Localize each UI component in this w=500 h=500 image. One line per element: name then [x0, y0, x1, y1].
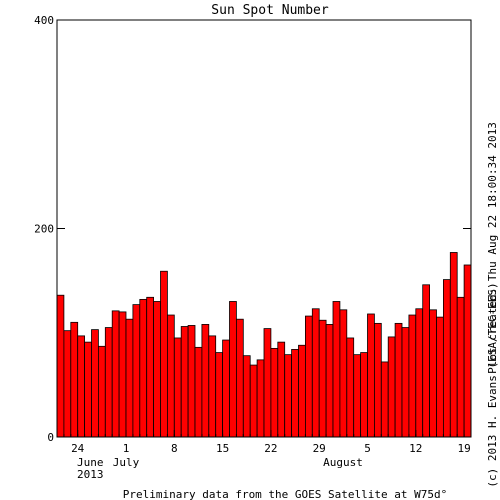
- bar: [215, 352, 223, 438]
- footer: Preliminary data from the GOES Satellite…: [123, 488, 448, 500]
- x-tick-label: 24: [71, 442, 85, 455]
- bar: [263, 328, 272, 438]
- bar: [153, 301, 161, 438]
- bar: [367, 313, 375, 438]
- x-tick-label: 5: [364, 442, 371, 455]
- bar: [311, 308, 320, 438]
- chart-title: Sun Spot Number: [211, 3, 329, 18]
- bar: [98, 345, 106, 438]
- bar: [339, 309, 348, 438]
- x-tick-label: 29: [313, 442, 326, 455]
- bar: [77, 335, 85, 438]
- bar: [173, 337, 182, 438]
- bar: [387, 336, 396, 438]
- bar: [91, 329, 99, 438]
- bar: [166, 314, 175, 438]
- bar: [201, 324, 210, 438]
- bar: [325, 324, 334, 438]
- bar: [56, 294, 65, 438]
- x-tick-label: 8: [171, 442, 178, 455]
- x-tick-label: 1: [123, 442, 130, 455]
- copyright: (c) 2013 H. Evans (ESA/TEC-EES): [486, 282, 499, 487]
- bar: [139, 298, 148, 438]
- bar: [332, 301, 341, 438]
- bar: [373, 322, 382, 438]
- bar: [70, 321, 79, 438]
- bar: [298, 344, 306, 438]
- bar: [132, 304, 141, 438]
- month-label: August: [323, 456, 363, 469]
- bar: [436, 316, 444, 438]
- bar: [360, 352, 368, 438]
- bar: [146, 296, 154, 438]
- bar: [394, 322, 403, 438]
- x-tick-label: 15: [216, 442, 229, 455]
- bar: [408, 314, 417, 438]
- bar: [277, 341, 286, 438]
- bar: [401, 327, 410, 438]
- bar: [242, 355, 251, 438]
- bar: [125, 318, 134, 438]
- bar: [256, 359, 265, 438]
- bar: [229, 301, 237, 438]
- bar: [346, 337, 355, 438]
- bar: [249, 364, 258, 438]
- y-tick-label: 0: [47, 431, 54, 444]
- year-label: 2013: [77, 468, 104, 481]
- bar: [291, 349, 299, 438]
- bar: [111, 310, 120, 438]
- bar: [235, 318, 244, 438]
- month-label: June: [77, 456, 104, 469]
- plot-created-note: Plot created: Thu Aug 22 18:00:34 2013: [486, 122, 499, 374]
- x-tick-label: 12: [409, 442, 422, 455]
- bar: [449, 252, 458, 438]
- bar: [415, 308, 424, 438]
- bar: [456, 296, 465, 438]
- bar: [463, 264, 472, 438]
- x-tick-label: 22: [264, 442, 277, 455]
- bar: [63, 330, 72, 438]
- bar: [429, 309, 437, 438]
- bar: [422, 284, 431, 438]
- bar: [270, 347, 279, 438]
- bar: [222, 339, 230, 438]
- y-tick-label: 400: [34, 14, 54, 27]
- bar: [304, 315, 313, 438]
- bar: [353, 354, 362, 438]
- bar: [380, 361, 389, 438]
- bar: [187, 325, 196, 438]
- y-tick-label: 200: [34, 223, 54, 236]
- bar: [284, 354, 293, 438]
- bar: [194, 346, 203, 438]
- bar: [160, 270, 168, 438]
- bar: [208, 335, 217, 438]
- bar: [442, 279, 451, 438]
- bar: [118, 311, 127, 438]
- bar: [180, 326, 189, 438]
- month-label: July: [113, 456, 140, 469]
- x-tick-label: 19: [457, 442, 470, 455]
- bar: [84, 341, 92, 438]
- bar: [104, 327, 113, 438]
- bar: [318, 319, 327, 438]
